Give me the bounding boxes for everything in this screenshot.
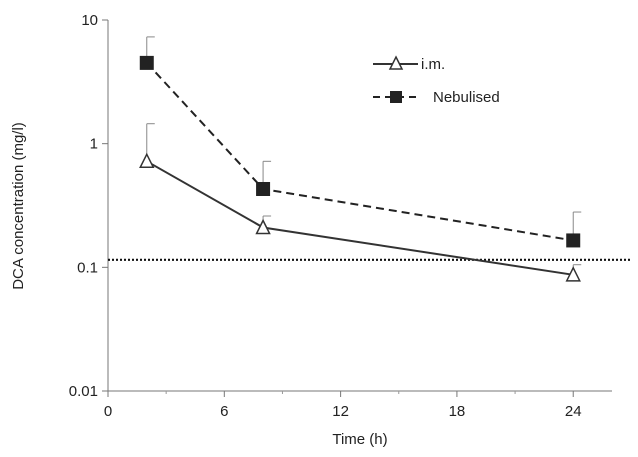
data-point <box>255 218 271 235</box>
axes <box>107 20 612 392</box>
x-tick-label: 0 <box>104 403 112 420</box>
x-tick-label: 6 <box>220 403 228 420</box>
series-line <box>146 160 574 276</box>
x-tick-label: 18 <box>449 403 466 420</box>
legend-item-im: i.m. <box>373 55 445 73</box>
y-tick-label: 0.01 <box>69 383 98 400</box>
x-tick-label: 12 <box>332 403 349 420</box>
legend-label-im: i.m. <box>421 56 445 73</box>
data-point <box>256 181 271 196</box>
y-tick-label: 0.1 <box>77 259 98 276</box>
series-nebulised <box>139 36 582 248</box>
y-tick-label: 1 <box>90 136 98 153</box>
legend-marker-im <box>388 55 404 70</box>
data-point <box>139 55 154 70</box>
y-axis-title: DCA concentration (mg/l) <box>10 122 27 290</box>
data-point <box>565 266 581 282</box>
ticks <box>102 19 574 397</box>
x-tick-label: 24 <box>565 403 582 420</box>
legend: i.m. Nebulised <box>373 55 500 106</box>
series-line <box>146 62 574 242</box>
legend-marker-nebulised <box>390 91 402 103</box>
y-tick-label: 10 <box>81 12 98 29</box>
data-point <box>566 233 581 248</box>
legend-item-nebulised: Nebulised <box>373 89 500 106</box>
tick-labels: 0 6 12 18 24 0.01 0.1 1 10 <box>69 12 582 420</box>
series-layer <box>139 36 582 282</box>
series-im <box>139 123 582 282</box>
x-axis-title: Time (h) <box>332 431 387 448</box>
legend-label-nebulised: Nebulised <box>433 89 500 106</box>
data-point <box>139 152 155 169</box>
